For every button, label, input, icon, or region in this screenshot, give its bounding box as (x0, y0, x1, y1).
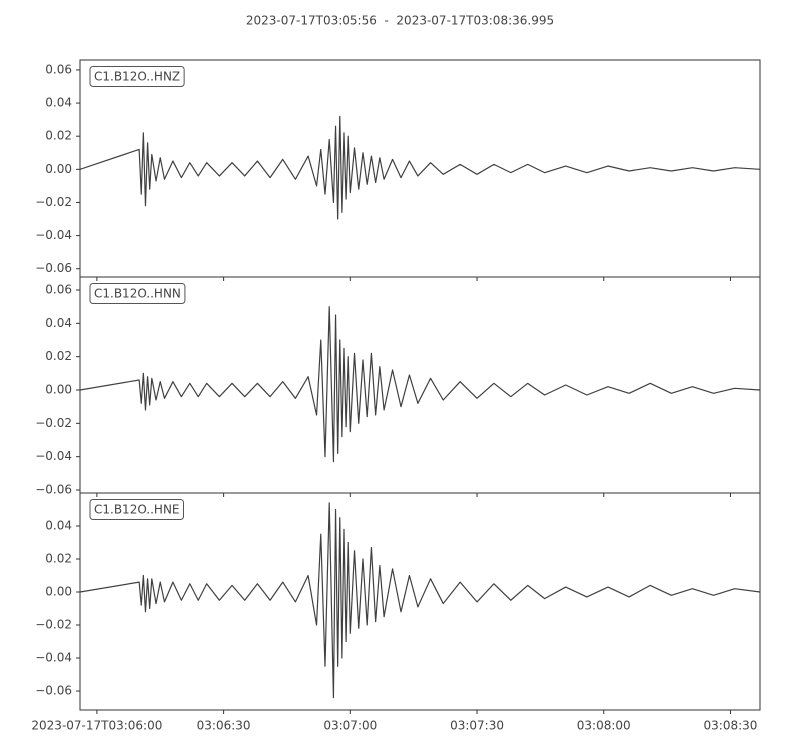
panel-frame (79, 276, 761, 494)
x-tick-label: 03:07:30 (450, 719, 504, 733)
y-tick-label: −0.04 (35, 449, 72, 463)
panel-frame (79, 492, 761, 711)
trace-label: C1.B12O..HNE (94, 503, 180, 517)
y-tick-label: −0.04 (35, 651, 72, 665)
trace-label: C1.B12O..HNN (94, 287, 181, 301)
waveform (80, 115, 760, 220)
y-tick-label: −0.04 (35, 228, 72, 242)
waveform (80, 306, 760, 463)
x-tick-label: 2023-07-17T03:06:00 (31, 719, 162, 733)
waveform (80, 502, 760, 699)
y-tick-label: −0.02 (35, 416, 72, 430)
x-tick-label: 03:08:00 (577, 719, 631, 733)
y-tick-label: 0.00 (45, 383, 72, 397)
trace-label-box (89, 66, 185, 87)
y-tick-label: 0.00 (45, 585, 72, 599)
y-tick-label: −0.06 (35, 261, 72, 275)
y-tick-label: −0.06 (35, 483, 72, 497)
y-tick-label: 0.04 (45, 519, 72, 533)
x-tick-label: 03:08:30 (704, 719, 758, 733)
x-tick-label: 03:06:30 (197, 719, 251, 733)
trace-label-box (89, 499, 184, 520)
y-tick-label: −0.02 (35, 195, 72, 209)
x-tick-label: 03:07:00 (323, 719, 377, 733)
y-tick-label: 0.02 (45, 129, 72, 143)
trace-label: C1.B12O..HNZ (94, 70, 180, 84)
chart-title: 2023-07-17T03:05:56 - 2023-07-17T03:08:3… (246, 14, 554, 28)
trace-label-box (89, 283, 186, 304)
y-tick-label: 0.02 (45, 349, 72, 363)
y-tick-label: 0.06 (45, 62, 72, 76)
y-tick-label: −0.02 (35, 618, 72, 632)
y-tick-label: 0.00 (45, 162, 72, 176)
y-tick-label: 0.04 (45, 96, 72, 110)
y-tick-label: −0.06 (35, 684, 72, 698)
y-tick-label: 0.02 (45, 552, 72, 566)
y-tick-label: 0.06 (45, 283, 72, 297)
y-tick-label: 0.04 (45, 316, 72, 330)
